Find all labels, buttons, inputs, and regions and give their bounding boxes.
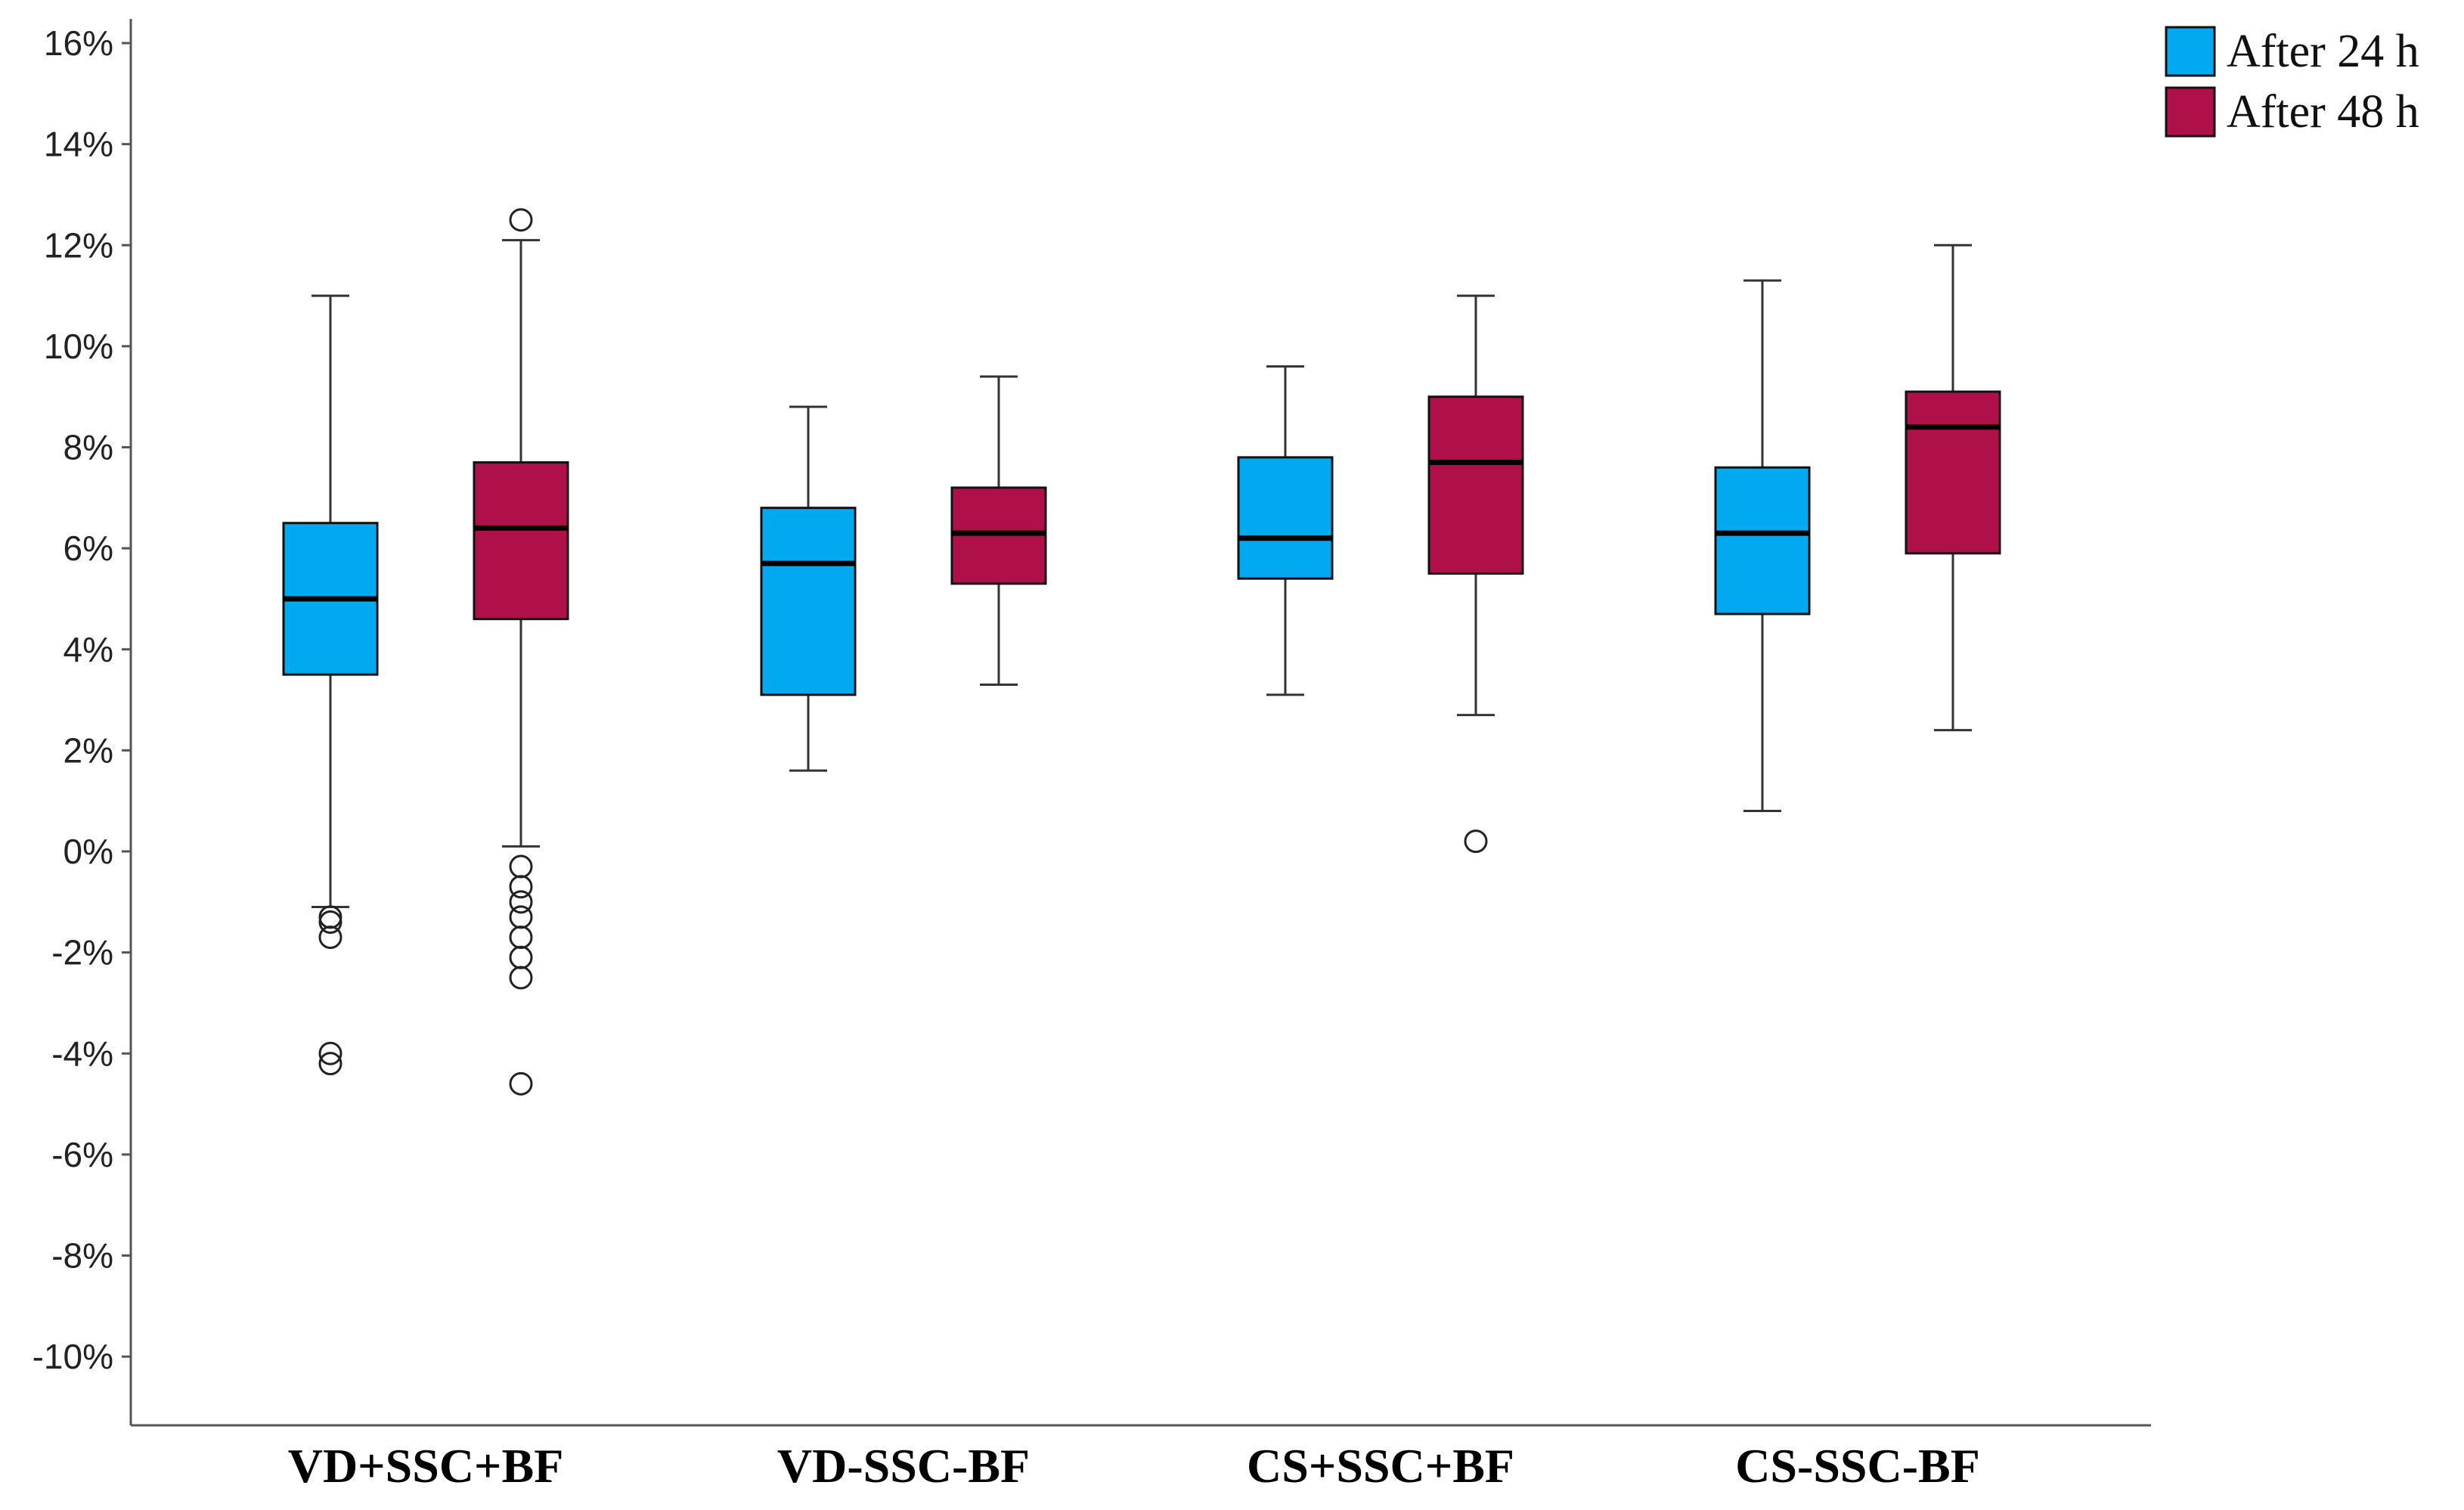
outlier-point bbox=[318, 910, 342, 935]
y-tick-label: 0% bbox=[64, 832, 113, 871]
outlier-point bbox=[509, 945, 533, 969]
y-tick-label: -4% bbox=[51, 1034, 113, 1073]
box-24h-4 bbox=[1714, 279, 1811, 813]
y-tick-label: -6% bbox=[51, 1135, 113, 1174]
y-tick-label: -2% bbox=[51, 933, 113, 972]
y-tick-label: 4% bbox=[64, 630, 113, 669]
x-tick-group: VD+SSC+BF VD-SSC-BF CS+SSC+BF CS-SSC-BF bbox=[288, 1439, 1980, 1493]
outlier-point bbox=[509, 966, 533, 990]
legend-swatch bbox=[2165, 26, 2216, 77]
outlier-point bbox=[318, 1052, 342, 1076]
outlier-point bbox=[509, 208, 533, 232]
box-24h-3 bbox=[1237, 365, 1334, 696]
legend-label: After 48 h bbox=[2227, 86, 2419, 138]
y-tick-label: 6% bbox=[64, 529, 113, 568]
y-tick-label: -10% bbox=[33, 1337, 113, 1376]
y-tick-group: 16% 14% 12% 10% 8% 6% 4% 2% 0% -2% -4% -6% -8% -10% bbox=[33, 23, 131, 1376]
x-category-label: CS+SSC+BF bbox=[1247, 1439, 1514, 1493]
iqr-box bbox=[760, 507, 857, 696]
box-48h-2 bbox=[950, 375, 1047, 687]
box-24h-1 bbox=[282, 294, 379, 1076]
y-tick-label: 2% bbox=[64, 730, 113, 770]
y-tick-label: 10% bbox=[44, 327, 113, 366]
iqr-box bbox=[1237, 456, 1334, 580]
outlier-point bbox=[509, 890, 533, 914]
outlier-point bbox=[509, 905, 533, 929]
box-48h-4 bbox=[1905, 243, 2001, 732]
y-tick-label: 12% bbox=[44, 225, 113, 265]
iqr-box bbox=[1427, 395, 1524, 575]
outlier-point bbox=[509, 875, 533, 899]
outlier-point bbox=[509, 1071, 533, 1096]
outlier-point bbox=[318, 926, 342, 950]
y-tick-label: 16% bbox=[44, 23, 113, 63]
iqr-box bbox=[1714, 466, 1811, 615]
y-tick-label: -8% bbox=[51, 1236, 113, 1276]
axes bbox=[129, 19, 2151, 1427]
iqr-box bbox=[473, 461, 569, 621]
box-group bbox=[282, 208, 2001, 1096]
outlier-point bbox=[509, 926, 533, 950]
y-tick-label: 8% bbox=[64, 428, 113, 467]
legend-swatch bbox=[2165, 86, 2216, 138]
x-category-label: VD+SSC+BF bbox=[288, 1439, 564, 1493]
outlier-point bbox=[509, 854, 533, 879]
x-category-label: CS-SSC-BF bbox=[1735, 1439, 1980, 1493]
legend: After 24 h After 48 h bbox=[2165, 26, 2419, 138]
outlier-point bbox=[318, 905, 342, 929]
x-category-label: VD-SSC-BF bbox=[777, 1439, 1030, 1493]
legend-label: After 24 h bbox=[2227, 26, 2419, 77]
outlier-point bbox=[1464, 829, 1488, 854]
box-24h-2 bbox=[760, 405, 857, 772]
box-48h-1 bbox=[473, 208, 569, 1096]
outlier-point bbox=[318, 1041, 342, 1065]
box-48h-3 bbox=[1427, 294, 1524, 854]
iqr-box bbox=[1905, 390, 2001, 555]
y-tick-label: 14% bbox=[44, 125, 113, 164]
